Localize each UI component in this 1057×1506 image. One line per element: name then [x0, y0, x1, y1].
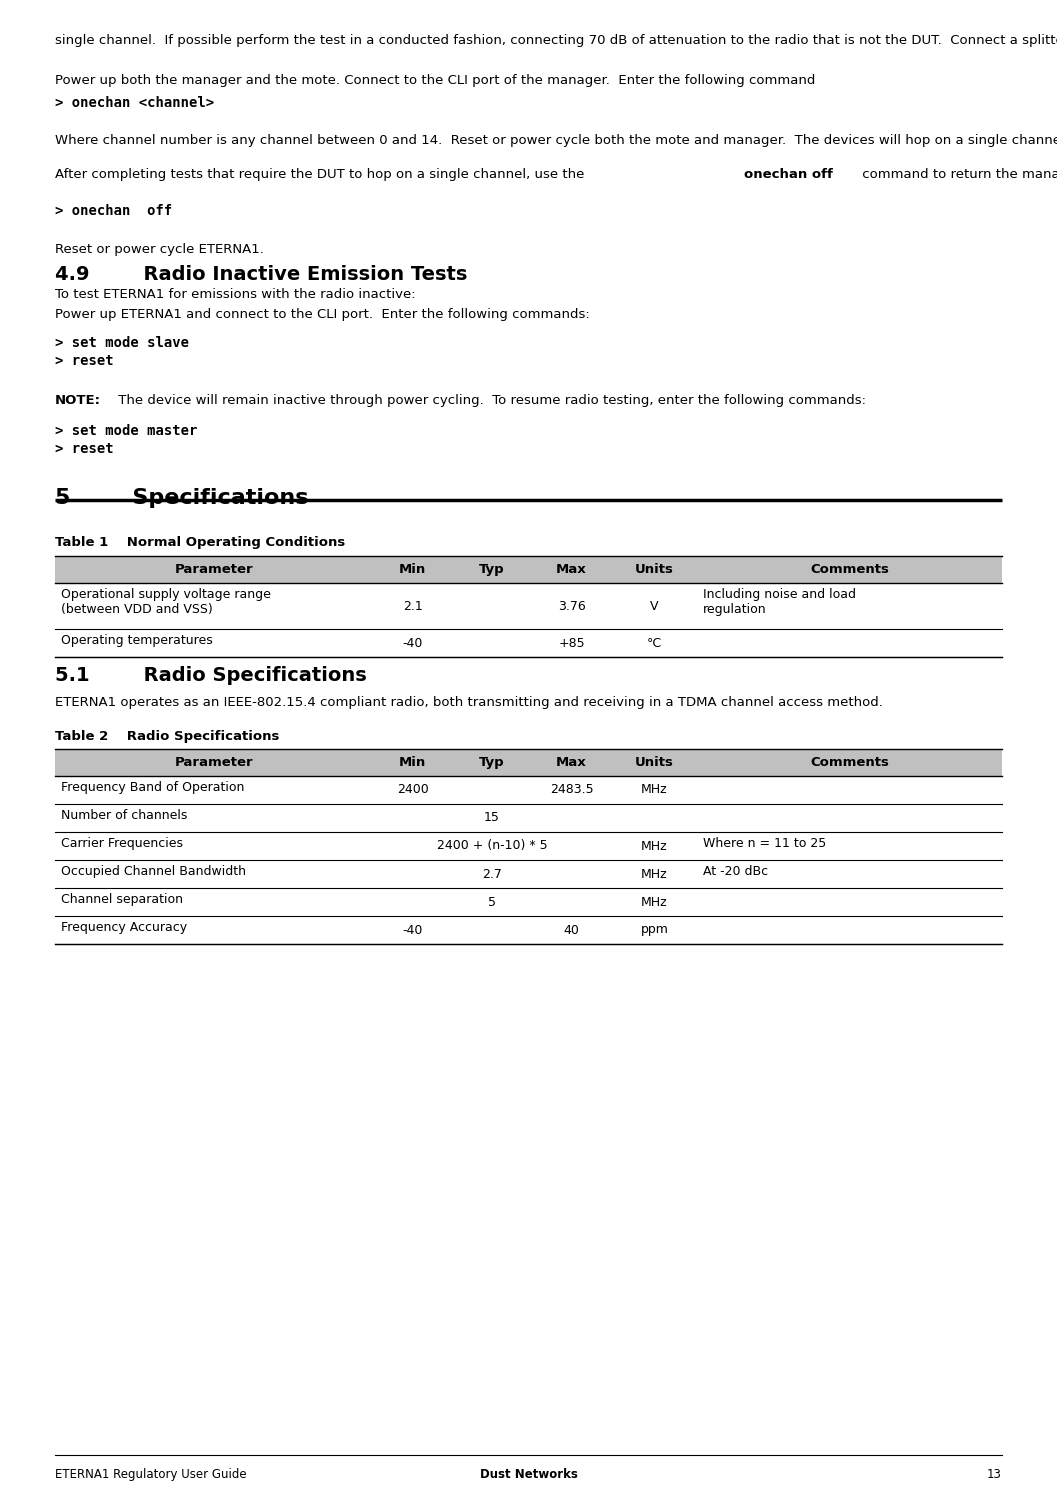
Text: 5.1        Radio Specifications: 5.1 Radio Specifications	[55, 666, 367, 685]
Text: +85: +85	[558, 637, 585, 649]
Text: > reset: > reset	[55, 441, 113, 456]
Text: At -20 dBc: At -20 dBc	[703, 864, 768, 878]
Text: MHz: MHz	[641, 867, 668, 881]
Text: Power up both the manager and the mote. Connect to the CLI port of the manager. : Power up both the manager and the mote. …	[55, 74, 815, 87]
Text: Units: Units	[635, 563, 673, 575]
Text: Min: Min	[398, 756, 426, 770]
Text: Reset or power cycle ETERNA1.: Reset or power cycle ETERNA1.	[55, 242, 264, 256]
Text: V: V	[650, 599, 659, 613]
Text: Max: Max	[556, 563, 587, 575]
Text: > set mode slave: > set mode slave	[55, 336, 189, 349]
Text: onechan off: onechan off	[743, 169, 833, 181]
Text: To test ETERNA1 for emissions with the radio inactive:: To test ETERNA1 for emissions with the r…	[55, 288, 415, 301]
Text: 4.9        Radio Inactive Emission Tests: 4.9 Radio Inactive Emission Tests	[55, 265, 467, 285]
Text: Frequency Band of Operation: Frequency Band of Operation	[61, 782, 244, 794]
Text: -40: -40	[403, 923, 423, 937]
Text: Table 2    Radio Specifications: Table 2 Radio Specifications	[55, 730, 279, 742]
Bar	[55, 831, 1002, 860]
Text: Number of channels: Number of channels	[61, 809, 187, 822]
Text: > set mode master: > set mode master	[55, 425, 198, 438]
Text: MHz: MHz	[641, 896, 668, 908]
Text: Channel separation: Channel separation	[61, 893, 183, 907]
Text: -40: -40	[403, 637, 423, 649]
Text: Typ: Typ	[479, 563, 505, 575]
Text: Where channel number is any channel between 0 and 14.  Reset or power cycle both: Where channel number is any channel betw…	[55, 134, 1057, 148]
Text: MHz: MHz	[641, 783, 668, 797]
Text: > onechan  off: > onechan off	[55, 203, 172, 218]
Bar	[55, 804, 1002, 831]
Text: ETERNA1 Regulatory User Guide: ETERNA1 Regulatory User Guide	[55, 1468, 246, 1480]
Text: > onechan <channel>: > onechan <channel>	[55, 96, 215, 110]
Text: 2400: 2400	[396, 783, 428, 797]
Text: command to return the manager to its normal state:: command to return the manager to its nor…	[858, 169, 1057, 181]
Text: Carrier Frequencies: Carrier Frequencies	[61, 837, 183, 849]
Text: 5        Specifications: 5 Specifications	[55, 488, 309, 508]
Text: Min: Min	[398, 563, 426, 575]
Bar	[55, 748, 1002, 776]
Text: Dust Networks: Dust Networks	[480, 1468, 577, 1480]
Text: ETERNA1 operates as an IEEE-802.15.4 compliant radio, both transmitting and rece: ETERNA1 operates as an IEEE-802.15.4 com…	[55, 696, 883, 709]
Text: Units: Units	[635, 756, 673, 770]
Text: Comments: Comments	[811, 756, 889, 770]
Text: Parameter: Parameter	[174, 756, 254, 770]
Bar	[55, 916, 1002, 944]
Bar	[55, 556, 1002, 583]
Text: ppm: ppm	[641, 923, 668, 937]
Text: 2400 + (n-10) * 5: 2400 + (n-10) * 5	[437, 839, 548, 852]
Text: 2483.5: 2483.5	[550, 783, 593, 797]
Text: Occupied Channel Bandwidth: Occupied Channel Bandwidth	[61, 864, 246, 878]
Text: 2.1: 2.1	[403, 599, 423, 613]
Text: 15: 15	[484, 812, 500, 824]
Text: After completing tests that require the DUT to hop on a single channel, use the: After completing tests that require the …	[55, 169, 589, 181]
Text: MHz: MHz	[641, 839, 668, 852]
Text: 2.7: 2.7	[482, 867, 502, 881]
Text: Frequency Accuracy: Frequency Accuracy	[61, 922, 187, 934]
Text: Comments: Comments	[811, 563, 889, 575]
Text: 40: 40	[563, 923, 579, 937]
Bar	[55, 583, 1002, 630]
Text: Operating temperatures: Operating temperatures	[61, 634, 212, 648]
Text: NOTE:: NOTE:	[55, 395, 101, 407]
Text: Power up ETERNA1 and connect to the CLI port.  Enter the following commands:: Power up ETERNA1 and connect to the CLI …	[55, 309, 590, 321]
Text: Parameter: Parameter	[174, 563, 254, 575]
Text: 13: 13	[987, 1468, 1002, 1480]
Bar	[55, 889, 1002, 916]
Text: Table 1    Normal Operating Conditions: Table 1 Normal Operating Conditions	[55, 536, 346, 550]
Text: Where n = 11 to 25: Where n = 11 to 25	[703, 837, 827, 849]
Text: Including noise and load
regulation: Including noise and load regulation	[703, 587, 856, 616]
Bar	[55, 776, 1002, 804]
Text: °C: °C	[647, 637, 662, 649]
Text: The device will remain inactive through power cycling.  To resume radio testing,: The device will remain inactive through …	[114, 395, 867, 407]
Text: Operational supply voltage range
(between VDD and VSS): Operational supply voltage range (betwee…	[61, 587, 271, 616]
Text: > reset: > reset	[55, 354, 113, 367]
Text: 5: 5	[488, 896, 496, 908]
Text: Typ: Typ	[479, 756, 505, 770]
Text: Max: Max	[556, 756, 587, 770]
Text: 3.76: 3.76	[558, 599, 586, 613]
Bar	[55, 630, 1002, 657]
Bar	[55, 860, 1002, 889]
Text: single channel.  If possible perform the test in a conducted fashion, connecting: single channel. If possible perform the …	[55, 35, 1057, 47]
